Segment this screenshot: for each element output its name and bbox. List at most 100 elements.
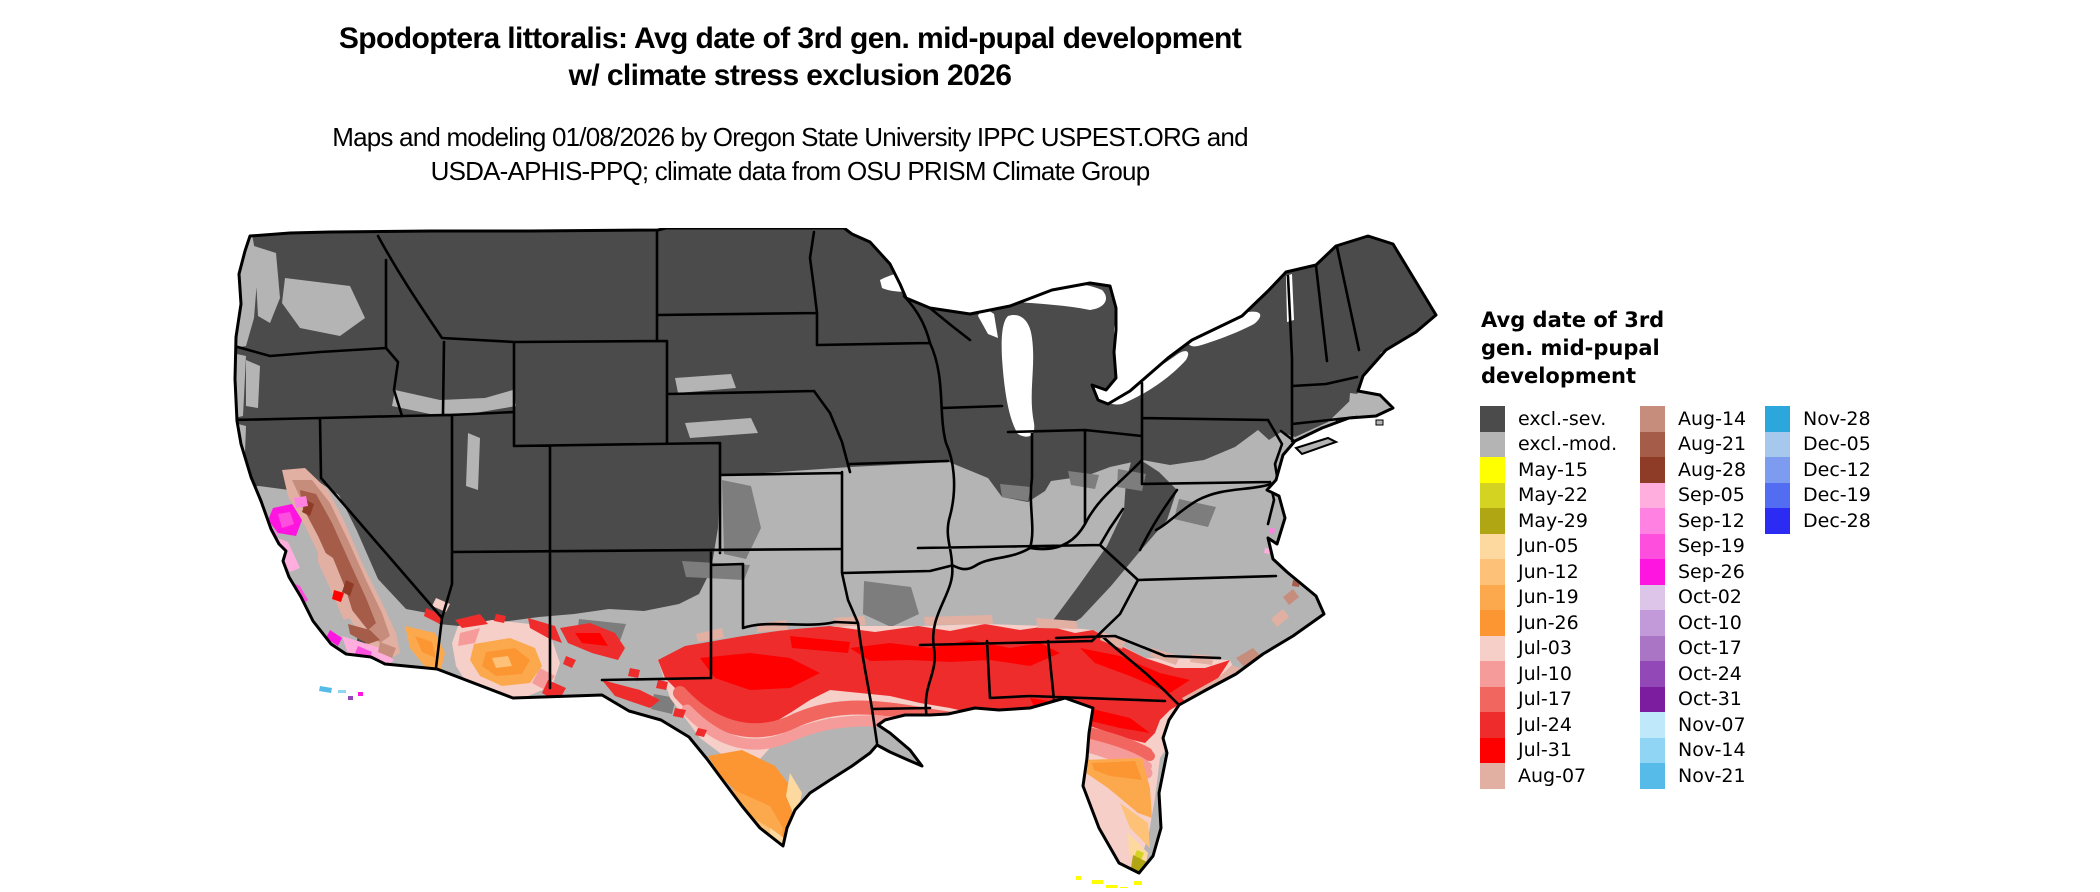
legend-label: Aug-07 [1518,764,1587,787]
us-outline [233,228,1438,875]
legend-label: Jul-31 [1518,739,1572,762]
legend-label: May-22 [1518,484,1588,507]
legend-label: Aug-28 [1678,458,1747,481]
legend-swatch-aug14 [1640,406,1665,432]
legend-item: Oct-24 [1640,661,1746,687]
legend-swatch-oct31 [1640,686,1665,712]
legend-swatch-jul31 [1480,737,1505,763]
legend-item: Sep-12 [1640,508,1746,534]
legend-item: May-15 [1480,457,1617,483]
legend-label: May-29 [1518,509,1588,532]
legend-label: Nov-14 [1678,739,1746,762]
legend-label: Jun-26 [1518,611,1579,634]
legend-label: Nov-21 [1678,764,1746,787]
legend-label: Aug-21 [1678,433,1747,456]
map-title: Spodoptera littoralis: Avg date of 3rd g… [0,20,1580,94]
legend-label: Jul-10 [1518,662,1572,685]
legend-swatch-aug21 [1640,431,1665,457]
map-subtitle-line1: Maps and modeling 01/08/2026 by Oregon S… [332,122,1248,152]
legend-title: Avg date of 3rd gen. mid-pupal developme… [1481,306,1711,390]
legend-item: Jul-17 [1480,686,1617,712]
legend-label: Sep-19 [1678,535,1745,558]
legend-swatch-sep05 [1640,482,1665,508]
legend-item: Nov-28 [1765,406,1871,432]
legend-item: May-22 [1480,482,1617,508]
legend-swatch-nov14 [1640,737,1665,763]
islands-and-keys [319,419,1384,888]
map-subtitle-line2: USDA-APHIS-PPQ; climate data from OSU PR… [430,156,1151,186]
legend-item: Oct-31 [1640,686,1746,712]
legend-column-1: excl.-sev. excl.-mod. May-15 May-22 May-29 Ju… [1480,406,1617,789]
legend-label: Dec-19 [1803,484,1871,507]
legend-label: Dec-05 [1803,433,1871,456]
legend-item: Jul-31 [1480,737,1617,763]
legend-item: Jun-12 [1480,559,1617,585]
legend-swatch-aug28 [1640,457,1665,483]
state-borders [235,230,1361,765]
legend-swatch-dec28 [1765,508,1790,534]
legend-item: Aug-07 [1480,763,1617,789]
legend-swatch-may29 [1480,508,1505,534]
legend-label: Oct-10 [1678,611,1742,634]
legend-title-line2: gen. mid-pupal [1481,336,1660,360]
legend-item: excl.-mod. [1480,431,1618,457]
legend-swatch-jun05 [1480,533,1505,559]
legend-swatch-dec05 [1765,431,1790,457]
legend-swatch-sep19 [1640,533,1665,559]
legend-swatch-oct02 [1640,584,1665,610]
legend-swatch-jun26 [1480,610,1505,636]
legend-label: Jun-19 [1518,586,1579,609]
legend-item: Sep-26 [1640,559,1746,585]
legend-label: Nov-07 [1678,713,1746,736]
legend-item: Aug-14 [1640,406,1746,432]
legend-item: Dec-12 [1765,457,1871,483]
legend-label: Dec-12 [1803,458,1871,481]
legend-title-line3: development [1481,364,1636,388]
legend-label: Oct-31 [1678,688,1742,711]
legend-label: May-15 [1518,458,1588,481]
arizona-gradient [405,598,707,737]
legend-label: excl.-mod. [1518,433,1618,456]
legend-item: Aug-21 [1640,431,1747,457]
legend-swatch-jul24 [1480,712,1505,738]
legend-item: Oct-17 [1640,635,1746,661]
legend-label: Sep-26 [1678,560,1745,583]
map-title-line1: Spodoptera littoralis: Avg date of 3rd g… [338,22,1242,55]
legend-item: excl.-sev. [1480,406,1617,432]
legend-item: Jun-26 [1480,610,1617,636]
legend-swatch-jun12 [1480,559,1505,585]
map-title-line2: w/ climate stress exclusion 2026 [568,59,1012,92]
legend-item: Jun-05 [1480,533,1617,559]
legend-item: Oct-02 [1640,584,1746,610]
legend-swatch-dec12 [1765,457,1790,483]
legend-label: Oct-02 [1678,586,1742,609]
legend-item: May-29 [1480,508,1617,534]
legend-swatch-dec19 [1765,482,1790,508]
legend-label: Jun-05 [1518,535,1579,558]
legend-label: Jun-12 [1518,560,1579,583]
legend-title-line1: Avg date of 3rd [1481,308,1665,332]
legend-label: Jul-24 [1518,713,1572,736]
legend-swatch-excl_mod [1480,431,1505,457]
legend-item: Dec-05 [1765,431,1871,457]
legend-item: Jul-03 [1480,635,1617,661]
legend-item: Dec-19 [1765,482,1871,508]
legend-swatch-jul03 [1480,635,1505,661]
legend-item: Jun-19 [1480,584,1617,610]
legend-label: Nov-28 [1803,407,1871,430]
legend-label: Dec-28 [1803,509,1871,532]
legend-swatch-jul17 [1480,686,1505,712]
legend-label: excl.-sev. [1518,407,1607,430]
legend-swatch-jun19 [1480,584,1505,610]
legend-column-2: Aug-14 Aug-21 Aug-28 Sep-05 Sep-12 Sep-19 Sep-… [1640,406,1746,789]
legend-label: Jul-17 [1518,688,1572,711]
legend-swatch-aug07 [1480,763,1505,789]
legend-item: Dec-28 [1765,508,1871,534]
legend-column-3: Nov-28 Dec-05 Dec-12 Dec-19 Dec-28 [1765,406,1871,534]
legend-label: Aug-14 [1678,407,1747,430]
legend-item: Nov-07 [1640,712,1746,738]
legend-label: Sep-12 [1678,509,1745,532]
legend-swatch-may22 [1480,482,1505,508]
legend-swatch-nov28 [1765,406,1790,432]
